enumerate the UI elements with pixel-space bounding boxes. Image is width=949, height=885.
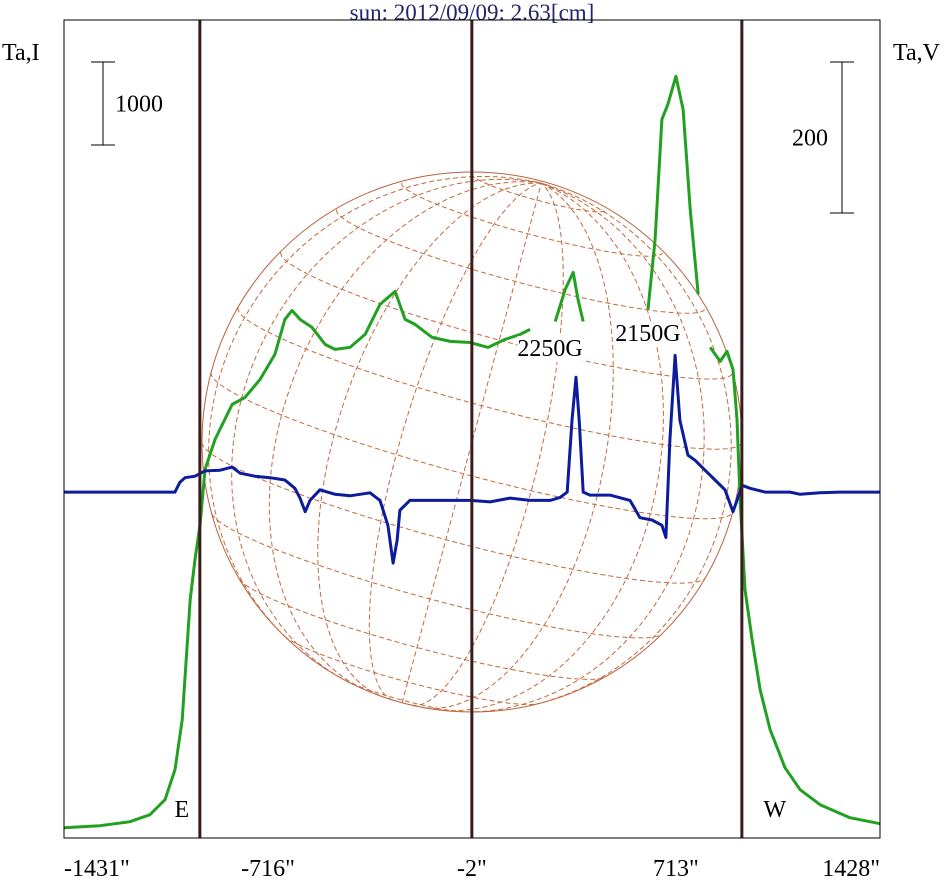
scale-bar-label: 1000: [115, 92, 163, 118]
grid-curve: [344, 679, 464, 712]
grid-curve: [411, 182, 564, 706]
annotation: 2250G: [517, 336, 582, 362]
grid-curve: [280, 252, 733, 380]
grid-curve: [268, 181, 542, 693]
series-line: [64, 353, 880, 565]
heliographic-grid: [202, 173, 742, 712]
grid-curve: [231, 178, 542, 683]
grid-curve: [368, 182, 542, 701]
y-axis-label: Ta,I: [2, 40, 40, 66]
y2-axis-label: Ta,V: [893, 40, 941, 66]
grid-curve: [434, 182, 664, 712]
limb-label: W: [764, 797, 787, 823]
annotation: 2150G: [615, 321, 680, 347]
annotation-background: [615, 321, 681, 348]
grid-curve: [239, 578, 605, 680]
x-tick-label: -2": [457, 856, 487, 882]
grid-curve: [471, 173, 607, 213]
plot-frame: [63, 19, 881, 839]
grid-curve: [458, 182, 705, 712]
grid-curve: [237, 307, 742, 450]
grid-curve: [519, 182, 732, 709]
x-tick-label: -1431": [64, 856, 130, 882]
x-tick-label: -716": [241, 856, 295, 882]
grid-curve: [284, 635, 538, 706]
x-tick-label: 1428": [822, 856, 880, 882]
x-tick-label: 713": [653, 856, 699, 882]
limb-label: E: [175, 797, 190, 823]
scale-bar-label: 200: [792, 126, 828, 152]
grid-curve: [317, 182, 542, 697]
grid-curve: [335, 209, 706, 314]
grid-curve: [208, 176, 542, 650]
grid-curve: [211, 513, 662, 639]
annotation-background: [517, 336, 583, 363]
grid-curve: [401, 182, 542, 703]
grid-curve: [425, 182, 614, 709]
plot-area: -1431" -716" -2" 713" 1428" 1000 200 E W 2250G 215…: [63, 20, 881, 882]
solar-disk: [201, 171, 743, 713]
grid-curve: [401, 182, 663, 257]
